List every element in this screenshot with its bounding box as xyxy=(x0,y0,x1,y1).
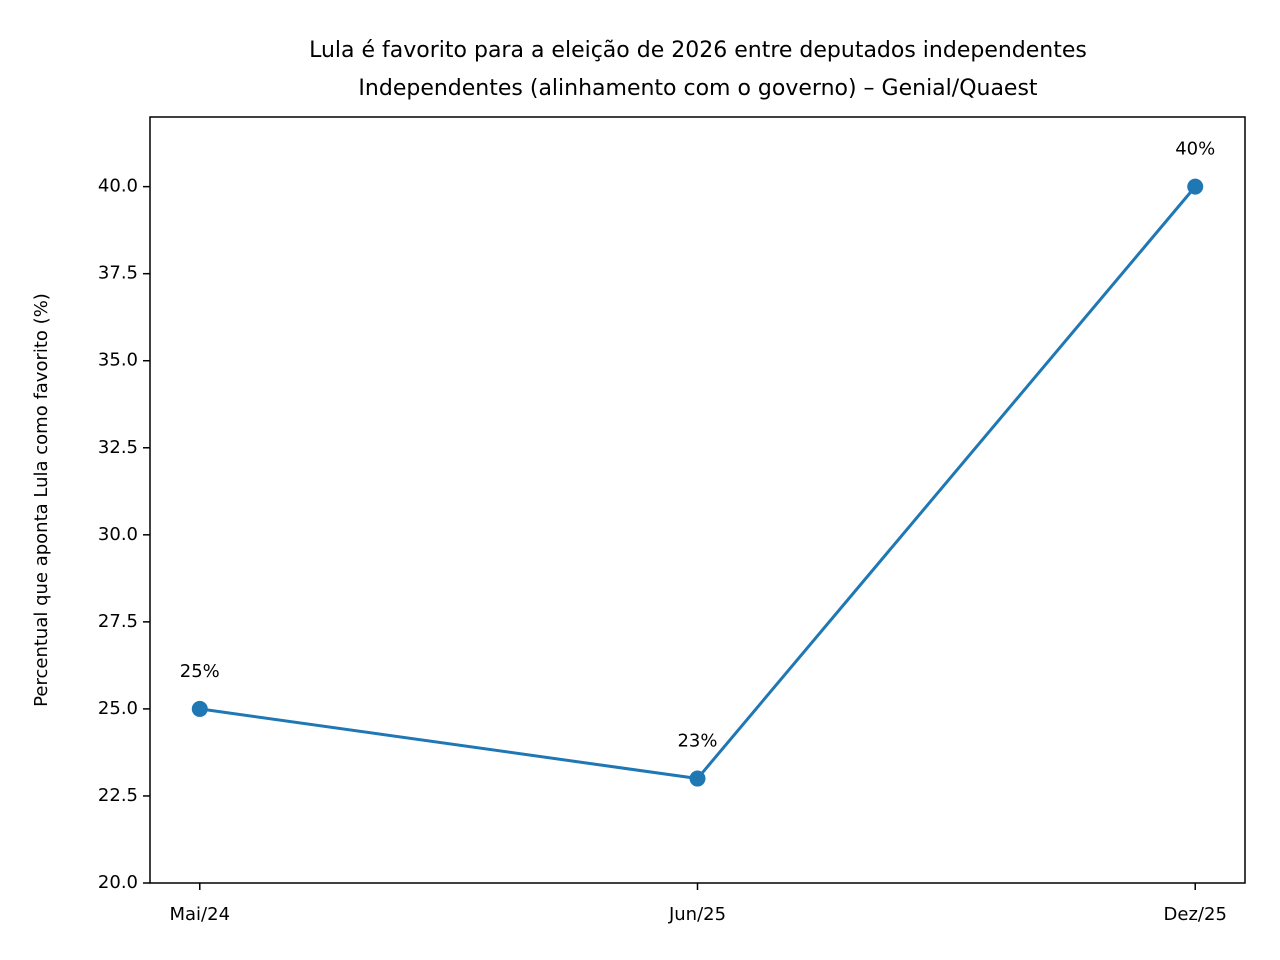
y-tick-label: 40.0 xyxy=(98,176,138,197)
point xyxy=(1187,178,1204,195)
y-tick-label: 35.0 xyxy=(98,350,138,371)
y-tick-label: 27.5 xyxy=(98,611,138,632)
value-label: 23% xyxy=(677,731,717,752)
y-tick-label: 22.5 xyxy=(98,785,138,806)
y-tick-label: 32.5 xyxy=(98,437,138,458)
y-axis-label: Percentual que aponta Lula como favorito… xyxy=(31,293,52,707)
x-tick-label: Jun/25 xyxy=(668,904,726,925)
line xyxy=(199,185,1197,781)
y-tick-label: 30.0 xyxy=(98,524,138,545)
chart-subtitle: Independentes (alinhamento com o governo… xyxy=(358,76,1038,101)
y-tick-label: 25.0 xyxy=(98,698,138,719)
value-label: 40% xyxy=(1175,139,1215,160)
x-tick-label: Mai/24 xyxy=(170,904,231,925)
chart-title: Lula é favorito para a eleição de 2026 e… xyxy=(309,38,1087,63)
y-tick-label: 37.5 xyxy=(98,263,138,284)
x-tick-label: Dez/25 xyxy=(1164,904,1227,925)
point xyxy=(191,700,208,717)
point xyxy=(689,770,706,787)
value-label: 25% xyxy=(180,661,220,682)
plot-frame xyxy=(149,116,1246,884)
y-tick-label: 20.0 xyxy=(98,872,138,893)
